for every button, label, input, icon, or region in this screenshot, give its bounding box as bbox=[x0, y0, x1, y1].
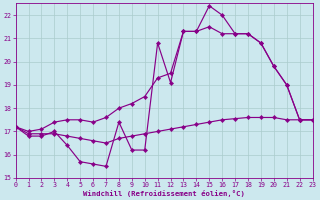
X-axis label: Windchill (Refroidissement éolien,°C): Windchill (Refroidissement éolien,°C) bbox=[83, 190, 245, 197]
